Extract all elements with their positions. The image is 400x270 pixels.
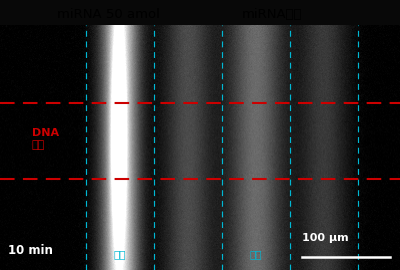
Text: DNA
断片: DNA 断片 [32, 128, 59, 150]
Text: 流路: 流路 [250, 249, 262, 259]
Text: miRNAゼロ: miRNAゼロ [242, 8, 302, 21]
Text: 100 μm: 100 μm [302, 233, 349, 243]
Text: 流路: 流路 [114, 249, 126, 259]
Text: 10 min: 10 min [8, 244, 53, 256]
Text: miRNA 50 amol: miRNA 50 amol [56, 8, 160, 21]
